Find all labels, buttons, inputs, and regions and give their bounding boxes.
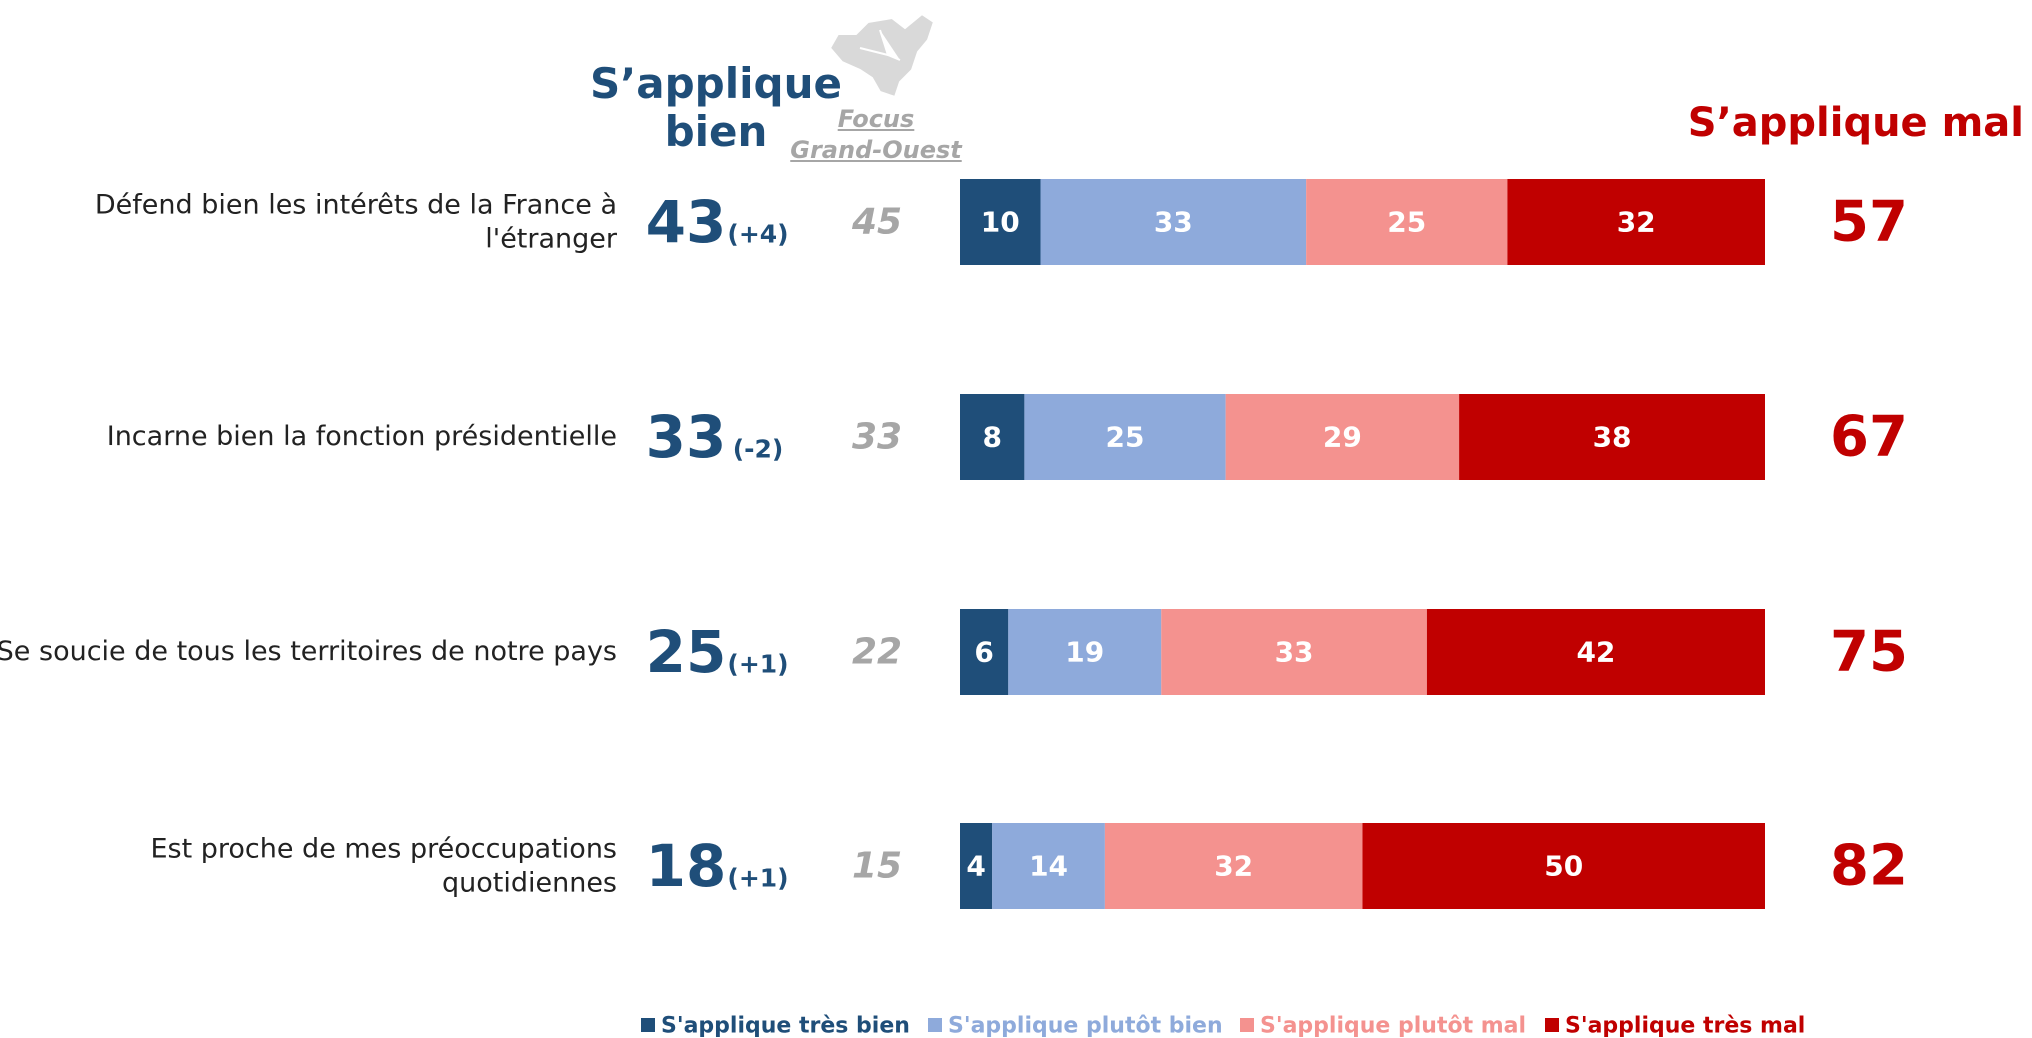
header-bad: S’applique mal [1687,100,2024,146]
bar-value: 19 [1065,636,1104,669]
bar-value: 29 [1323,421,1362,454]
legend-swatch [641,1018,655,1032]
bad-total: 82 [1830,834,1908,899]
category-label: Est proche de mes préoccupations quotidi… [150,833,617,898]
legend-label: S'applique plutôt bien [948,1014,1223,1038]
bar-segment [1024,394,1226,480]
legend-label: S'applique plutôt mal [1260,1014,1526,1038]
bar-value: 8 [982,421,1001,454]
bar-segment [960,179,1041,265]
bar-segment [960,823,993,909]
bad-total: 67 [1830,405,1908,470]
bar-segment [1426,609,1765,695]
category-label: Se soucie de tous les territoires de not… [0,636,617,668]
bar-value: 25 [1106,421,1145,454]
bar-value: 14 [1029,850,1068,883]
bar-value: 42 [1576,636,1615,669]
bad-total: 75 [1830,620,1908,685]
bar-value: 33 [1154,206,1193,239]
legend-label: S'applique très bien [661,1014,910,1038]
good-total: 18 [646,832,727,900]
legend-swatch [1240,1018,1254,1032]
bar-segment [1507,179,1765,265]
bar-segment [1040,179,1307,265]
bar-value: 33 [1275,636,1314,669]
bar-value: 4 [966,850,985,883]
map-icon [828,12,936,99]
focus-value: 45 [851,202,902,243]
legend-swatch [928,1018,942,1032]
focus-value: 33 [852,417,902,458]
good-change: (+4) [727,220,788,249]
good-change: (+1) [727,864,788,893]
good-change: (-2) [733,435,784,464]
bar-value: 50 [1544,850,1583,883]
bar-segment [1008,609,1162,695]
bad-total: 57 [1830,190,1908,255]
bar-segment [992,823,1105,909]
header-focus: Focus Grand-Ouest [790,105,962,165]
bar-segment [1362,823,1765,909]
bar-value: 6 [974,636,993,669]
bar-segment [1225,394,1460,480]
focus-value: 15 [852,846,902,887]
bar-segment [1459,394,1765,480]
category-label: Défend bien les intérêts de la France à … [94,189,617,254]
good-change: (+1) [727,650,788,679]
good-total: 33 [646,403,727,471]
bar-segment [1161,609,1427,695]
bar-segment [960,609,1009,695]
bar-segment [1104,823,1363,909]
legend-swatch [1545,1018,1559,1032]
bar-value: 32 [1617,206,1656,239]
bar-value: 25 [1387,206,1426,239]
legend-label: S'applique très mal [1565,1014,1805,1038]
bar-segment [960,394,1025,480]
bar-value: 38 [1593,421,1632,454]
bar-value: 32 [1214,850,1253,883]
good-total: 43 [646,188,727,256]
header-good: S’applique bien [590,59,842,157]
bar-value: 10 [981,206,1020,239]
category-label: Incarne bien la fonction présidentielle [106,421,617,453]
good-total: 25 [646,618,727,686]
focus-value: 22 [852,632,902,673]
bar-segment [1306,179,1508,265]
